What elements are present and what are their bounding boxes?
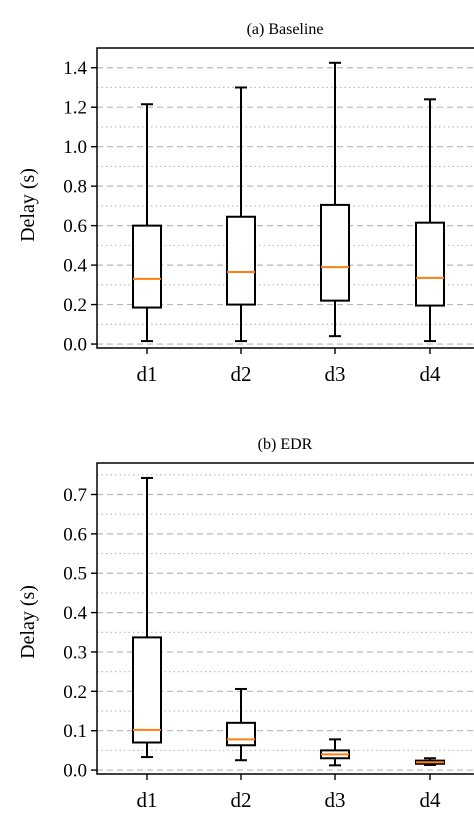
y-tick-label: 0.5 [63,564,87,585]
boxes-baseline [132,61,445,343]
box-d4 [415,98,445,343]
box-iqr [132,224,162,309]
y-tick-label: 0.2 [63,295,87,316]
y-tick-label: 1.2 [63,98,87,119]
y-tick-label: 0.6 [63,216,87,237]
y-axis-label-edr: Delay (s) [17,585,39,659]
y-tick-label: 0.2 [63,682,87,703]
x-tick-label-d3: d3 [325,788,346,812]
boxes-edr [132,476,445,767]
y-tick-label: 0.7 [63,485,87,506]
y-axis-label-baseline: Delay (s) [17,168,39,242]
box-d1 [132,103,162,343]
x-tick-label-d2: d2 [231,788,252,812]
y-tick-label: 0.0 [63,335,87,356]
x-ticks-baseline: d1 d2 d3 d4 [137,348,442,386]
y-tick-label: 0.1 [63,721,87,742]
x-ticks-edr: d1 d2 d3 d4 [137,774,442,812]
box-iqr [226,721,256,747]
x-tick-label-d4: d4 [420,788,442,812]
box-d3 [320,738,350,767]
y-ticks-edr: 0.0 0.1 0.2 0.3 0.4 0.5 0.6 0.7 [63,485,97,782]
x-tick-label-d1: d1 [137,362,158,386]
box-d2 [226,687,256,762]
y-ticks-baseline: 0.0 0.2 0.4 0.6 0.8 1.0 1.2 1.4 [63,58,97,356]
y-tick-label: 0.6 [63,524,87,545]
y-tick-label: 0.8 [63,177,87,198]
box-d4 [415,757,445,766]
y-tick-label: 0.0 [63,761,87,782]
y-tick-label: 1.4 [63,58,87,79]
box-iqr [226,215,256,306]
y-tick-label: 0.4 [63,603,87,624]
x-tick-label-d3: d3 [325,362,346,386]
box-d2 [226,86,256,343]
chart-title-edr: (b) EDR [258,436,313,453]
box-iqr [415,221,445,307]
x-tick-label-d2: d2 [231,362,252,386]
box-iqr [132,636,162,744]
plot-frame-edr [96,462,474,775]
box-iqr [320,203,350,302]
panel-edr: (b) EDR Delay (s) 0.00.10.20.30.40.50.60… [17,436,474,812]
y-tick-label: 0.4 [63,256,87,277]
y-tick-label: 0.3 [63,642,87,663]
x-tick-label-d1: d1 [137,788,158,812]
grid-edr [97,474,474,771]
y-tick-label: 1.0 [63,137,87,158]
chart-title-baseline: (a) Baseline [247,21,324,38]
x-tick-label-d4: d4 [420,362,442,386]
panel-baseline: (a) Baseline Delay (s) 0.0 0.2 0.4 0.6 0.8 1.… [17,21,474,386]
box-d1 [132,476,162,759]
box-d3 [320,61,350,338]
plot-frame-baseline [96,47,474,349]
